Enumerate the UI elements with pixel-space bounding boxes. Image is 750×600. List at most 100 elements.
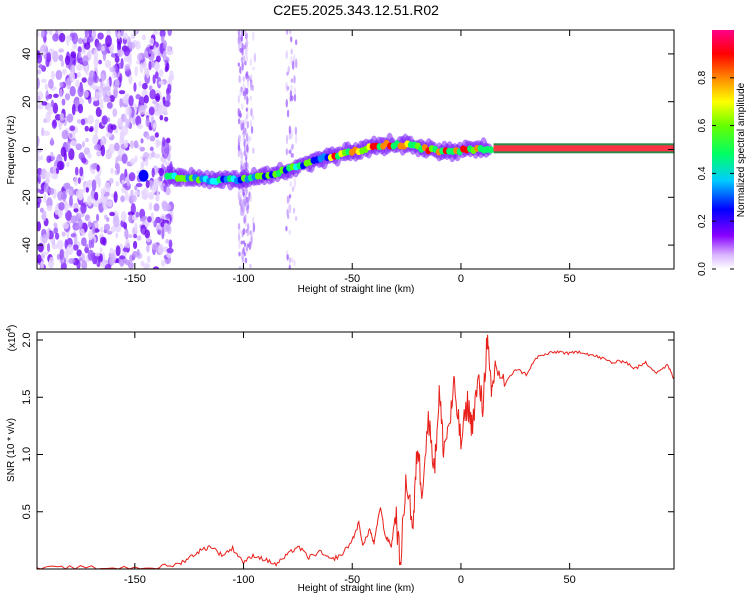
snr-y-tick-label: 0.5 <box>21 504 33 519</box>
noise-speckle <box>125 118 130 128</box>
noise-speckle <box>55 69 63 81</box>
noise-speckle <box>97 59 103 65</box>
noise-streak <box>244 60 247 66</box>
noise-speckle <box>69 125 76 132</box>
noise-streak <box>238 134 242 143</box>
noise-speckle <box>165 213 172 220</box>
noise-speckle <box>71 103 76 116</box>
noise-speckle <box>141 215 148 220</box>
noise-speckle <box>164 100 171 108</box>
noise-streak <box>290 78 294 83</box>
noise-streak <box>242 133 245 143</box>
noise-speckle <box>152 30 159 36</box>
noise-streak <box>237 144 241 152</box>
snr-y-label: SNR (10 * v/v) <box>6 418 17 482</box>
noise-speckle <box>155 140 163 146</box>
noise-speckle <box>163 185 167 193</box>
noise-streak <box>293 93 297 102</box>
noise-speckle <box>50 99 55 108</box>
noise-speckle <box>97 256 103 263</box>
noise-speckle <box>140 260 145 267</box>
noise-streak <box>245 50 248 58</box>
noise-speckle <box>41 210 47 222</box>
spectrogram-y-tick-label: -40 <box>21 237 33 253</box>
noise-speckle <box>136 60 141 65</box>
noise-streak <box>242 249 245 254</box>
noise-speckle <box>64 93 71 101</box>
noise-streak <box>239 76 242 84</box>
noise-streak <box>249 119 253 128</box>
noise-streak <box>285 30 289 35</box>
noise-speckle <box>146 47 150 52</box>
noise-streak <box>250 234 253 245</box>
noise-speckle <box>120 113 127 123</box>
noise-speckle <box>66 140 71 153</box>
noise-speckle <box>128 172 136 182</box>
noise-streak <box>240 160 243 166</box>
noise-speckle <box>87 152 92 159</box>
noise-speckle <box>119 98 123 108</box>
noise-speckle <box>37 103 44 110</box>
noise-speckle <box>119 195 126 202</box>
noise-speckle <box>113 87 118 99</box>
noise-speckle <box>148 60 152 71</box>
noise-speckle <box>128 56 132 67</box>
snr-x-tick-label: -100 <box>233 574 255 586</box>
noise-speckle <box>52 102 59 114</box>
noise-speckle <box>37 254 42 264</box>
noise-speckle <box>155 93 161 103</box>
noise-speckle <box>158 69 164 77</box>
noise-speckle <box>78 190 84 201</box>
noise-speckle <box>73 208 79 213</box>
noise-streak <box>294 216 298 221</box>
noise-streak <box>286 86 290 91</box>
noise-speckle <box>123 139 129 148</box>
noise-streak <box>291 186 295 192</box>
noise-streak <box>237 118 241 125</box>
noise-speckle <box>71 32 79 45</box>
noise-speckle <box>37 196 42 205</box>
noise-speckle <box>76 64 83 71</box>
noise-speckle <box>102 49 107 62</box>
noise-streak <box>293 259 296 267</box>
ridge-halo <box>161 139 170 159</box>
noise-speckle <box>59 81 64 88</box>
noise-streak <box>245 32 249 39</box>
noise-speckle <box>37 181 40 189</box>
noise-speckle <box>105 35 112 48</box>
noise-speckle <box>153 178 160 187</box>
noise-streak <box>243 216 246 224</box>
noise-speckle <box>70 215 78 224</box>
noise-speckle <box>69 133 73 138</box>
noise-speckle <box>87 76 94 86</box>
noise-speckle <box>153 153 161 159</box>
noise-speckle <box>48 256 55 269</box>
noise-streak <box>249 58 252 67</box>
noise-speckle <box>133 234 138 239</box>
noise-speckle <box>37 136 40 148</box>
noise-speckle <box>134 65 138 77</box>
noise-speckle <box>152 100 158 105</box>
noise-streak <box>248 241 252 251</box>
noise-speckle <box>163 105 168 115</box>
noise-speckle <box>134 191 141 196</box>
noise-speckle <box>116 163 121 175</box>
noise-speckle <box>50 137 54 146</box>
noise-streak <box>250 107 253 117</box>
noise-speckle <box>37 242 44 253</box>
noise-speckle <box>53 222 58 228</box>
noise-streak <box>290 144 294 149</box>
noise-streak <box>239 66 242 74</box>
noise-speckle <box>87 49 92 58</box>
noise-streak <box>293 177 297 188</box>
noise-speckle <box>137 123 143 129</box>
snr-x-tick-label: -50 <box>344 574 360 586</box>
noise-speckle <box>130 33 136 40</box>
noise-speckle <box>47 106 54 115</box>
noise-speckle <box>145 68 150 79</box>
noise-speckle <box>103 223 111 232</box>
noise-speckle <box>43 130 50 136</box>
noise-speckle <box>69 195 73 207</box>
noise-speckle <box>94 252 101 257</box>
noise-speckle <box>155 195 159 202</box>
